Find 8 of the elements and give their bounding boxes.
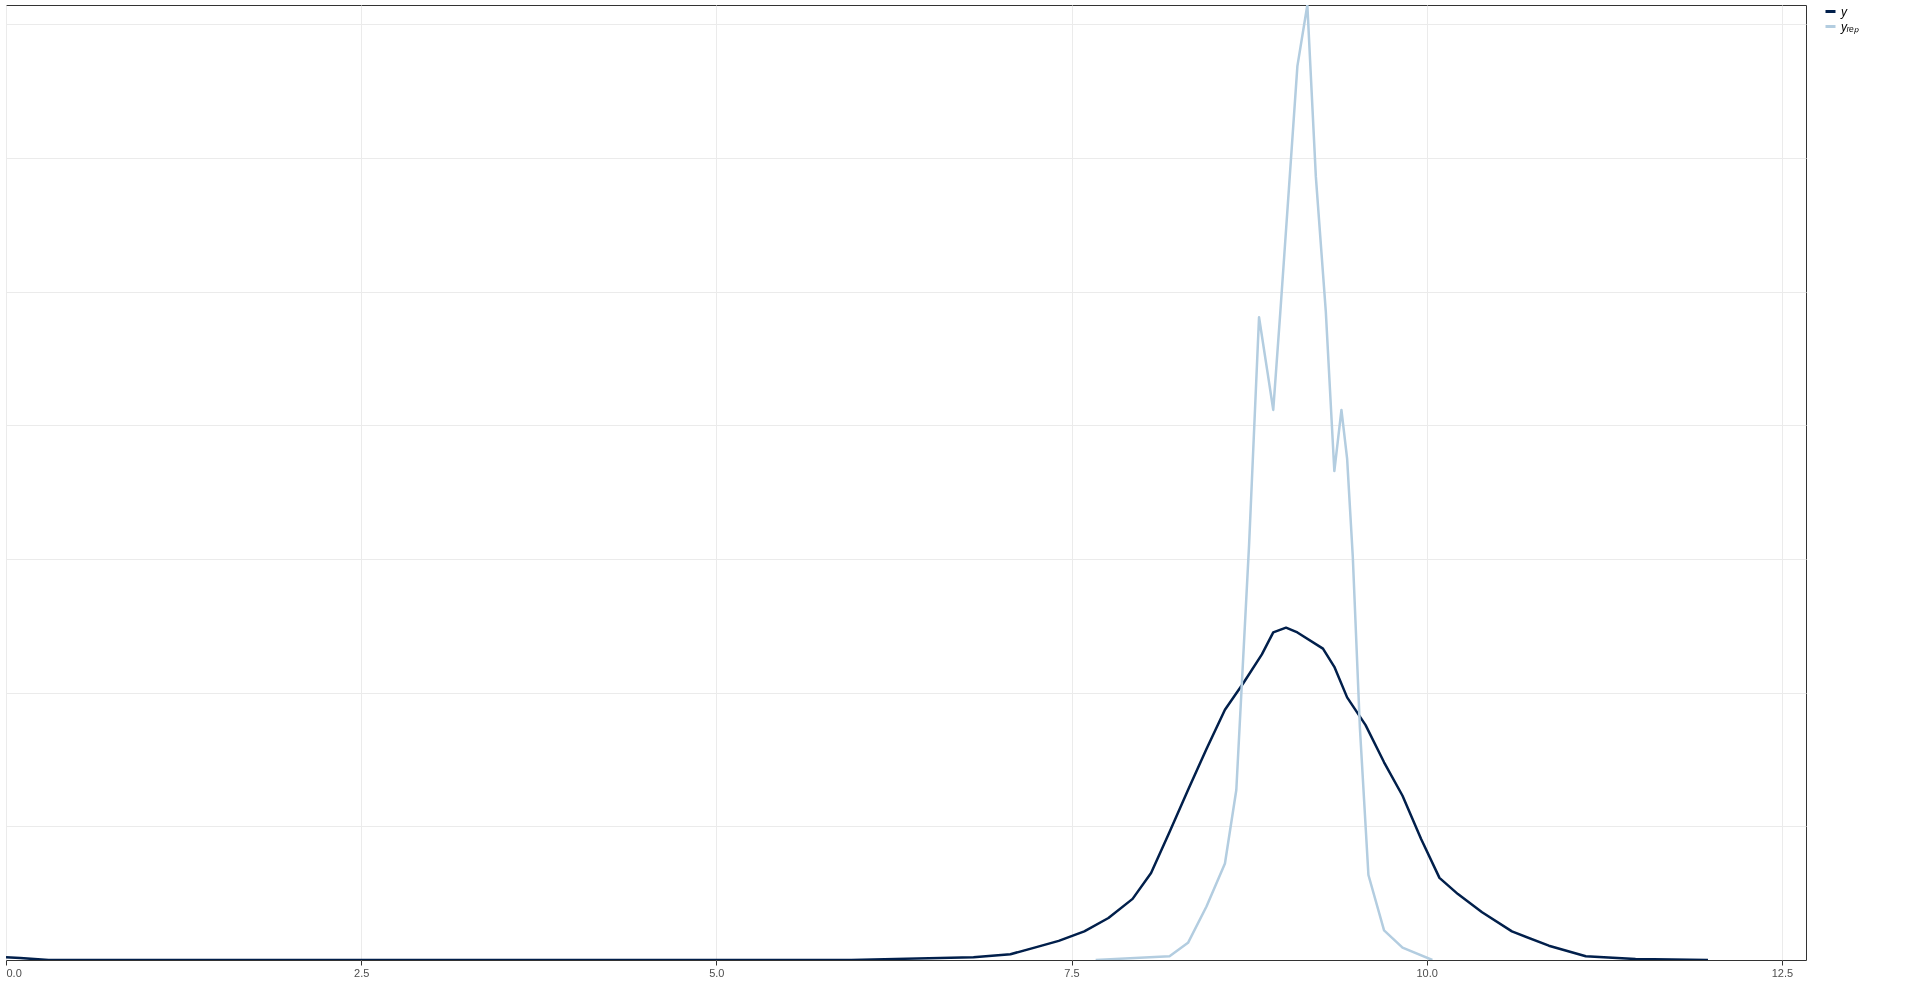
x-tick-label: 7.5 xyxy=(1064,966,1080,979)
legend-label: y xyxy=(1840,4,1848,19)
x-tick-label: 0.0 xyxy=(6,966,22,979)
x-tick-label: 10.0 xyxy=(1416,966,1438,979)
x-tick-label: 5.0 xyxy=(709,966,725,979)
x-tick-label: 12.5 xyxy=(1771,966,1794,979)
x-tick-label: 2.5 xyxy=(354,966,370,979)
legend-label: yᵣₑₚ xyxy=(1840,19,1859,34)
